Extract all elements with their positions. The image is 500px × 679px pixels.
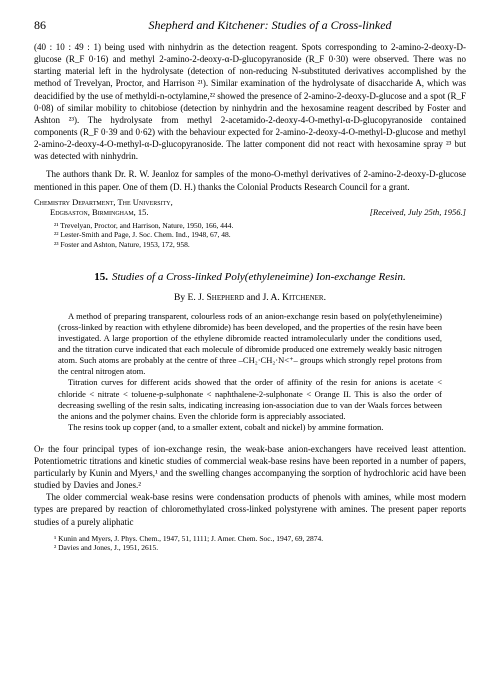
page-number: 86 [34,18,74,33]
footnote-21: ²¹ Trevelyan, Proctor, and Harrison, Nat… [34,221,466,230]
lower-footnotes: ¹ Kunin and Myers, J. Phys. Chem., 1947,… [34,534,466,553]
running-head: Shepherd and Kitchener: Studies of a Cro… [74,18,466,33]
abstract-block: A method of preparing transparent, colou… [58,311,442,433]
upper-footnotes: ²¹ Trevelyan, Proctor, and Harrison, Nat… [34,221,466,249]
affiliation-block: Chemistry Department, The University, Ed… [34,197,466,217]
byline: By E. J. Shepherd and J. A. Kitchener. [34,293,466,303]
footnote-1: ¹ Kunin and Myers, J. Phys. Chem., 1947,… [34,534,466,543]
abstract-p1: A method of preparing transparent, colou… [58,311,442,377]
footnote-23: ²³ Foster and Ashton, Nature, 1953, 172,… [34,240,466,249]
received-date: [Received, July 25th, 1956.] [370,207,466,217]
author-2: J. A. Kitchener [263,293,324,303]
abstract-p2: Titration curves for different acids sho… [58,377,442,421]
affiliation-line1: Chemistry Department, The University, [34,197,466,207]
page-header: 86 Shepherd and Kitchener: Studies of a … [34,18,466,33]
footnote-2: ² Davies and Jones, J., 1951, 2615. [34,543,466,552]
article-title-block: 15. Studies of a Cross-linked Poly(ethyl… [34,267,466,285]
acknowledgment-text: The authors thank Dr. R. W. Jeanloz for … [34,168,466,192]
abstract-p3: The resins took up copper (and, to a sma… [58,422,442,433]
main-p1: Of the four principal types of ion-excha… [34,443,466,492]
article-title: Studies of a Cross-linked Poly(ethylenei… [112,271,406,283]
author-1: E. J. Shepherd [188,293,245,303]
main-p1-lead: Of [34,444,44,454]
main-text: Of the four principal types of ion-excha… [34,443,466,528]
acknowledgment-block: The authors thank Dr. R. W. Jeanloz for … [34,168,466,192]
main-p1-body: the four principal types of ion-exchange… [34,444,466,490]
article-number: 15. [94,271,108,283]
footnote-22: ²² Lester-Smith and Page, J. Soc. Chem. … [34,230,466,239]
page-container: 86 Shepherd and Kitchener: Studies of a … [0,0,500,572]
main-p2: The older commercial weak-base resins we… [34,491,466,527]
affiliation-line2: Edgbaston, Birmingham, 15. [34,207,149,217]
continuation-paragraph: (40 : 10 : 49 : 1) being used with ninhy… [34,41,466,162]
continuation-text: (40 : 10 : 49 : 1) being used with ninhy… [34,41,466,162]
